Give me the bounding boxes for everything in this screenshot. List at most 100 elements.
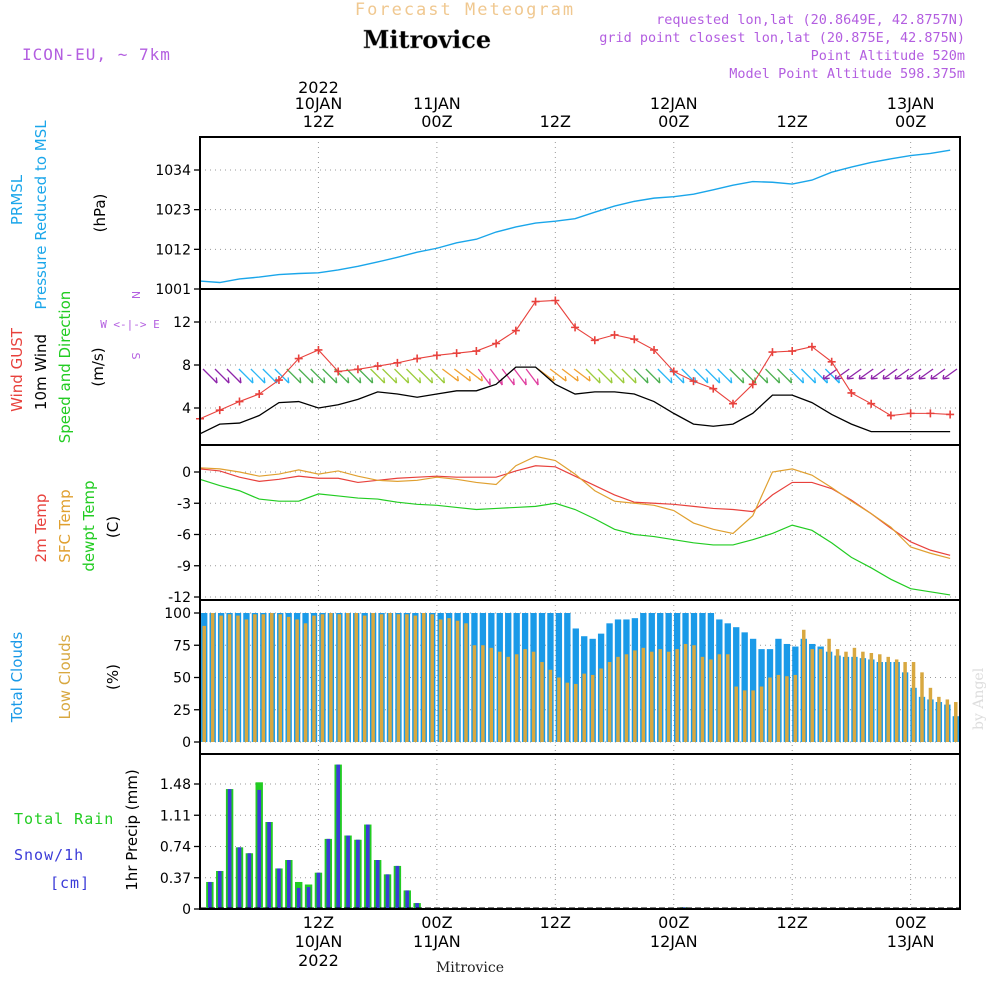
model-altitude: Model Point Altitude 598.375m [729,66,965,82]
temp-unit: (C) [104,516,122,538]
wind-barb-head [704,377,709,384]
y-tick-label: 0 [182,902,191,918]
temp-2m-label: 2m Temp [32,494,50,563]
wind-barb-head [549,376,555,382]
wind-barb [894,368,910,380]
snow-bar [415,903,419,909]
gust-marker [413,354,422,363]
low-cloud-bar [742,690,747,742]
gust-marker [511,326,520,335]
low-cloud-bar [869,652,874,742]
gust-marker [353,365,362,374]
low-cloud-bar [911,662,916,742]
low-cloud-bar [590,674,595,742]
low-cloud-bar [253,614,257,742]
low-cloud-bar [903,662,907,742]
snow-bar [286,860,291,909]
low-cloud-bar [717,654,722,742]
low-cloud-label: Low Clouds [56,634,74,719]
gust-marker [334,367,343,376]
bottom-axis-date: 11JAN [413,932,461,951]
low-cloud-bar [700,656,705,742]
bottom-axis-time: 12Z [540,913,571,932]
wind-barb-head [333,377,338,384]
low-cloud-bar [261,614,266,742]
low-cloud-bar [455,620,460,742]
low-cloud-bar [312,615,316,742]
low-cloud-bar [709,659,713,742]
panel-frame [199,136,961,290]
snow-bar [227,789,232,909]
snow-bar [405,890,410,909]
point-altitude: Point Altitude 520m [811,48,965,64]
y-tick-label: 12 [173,315,191,331]
low-cloud-bar [920,672,924,742]
wind-barb-head [894,374,902,380]
top-axis-time: 00Z [658,112,689,131]
low-cloud-bar [785,676,789,742]
total-cloud-bar [733,627,740,742]
compass-north: N [129,291,142,299]
wind-barb-head [478,376,483,382]
low-cloud-bar [734,686,738,742]
precip-unit: 1hr Precip (mm) [123,769,141,890]
bottom-axis-time: 00Z [895,913,926,932]
top-axis-date: 10JAN [295,94,343,113]
wind-barb-head [585,376,591,382]
wind-barb-head [870,374,878,380]
gust-marker [886,411,895,420]
snow-bar [316,872,321,909]
bottom-axis-date: 13JAN [887,932,935,951]
wind-barb-head [788,377,793,384]
snow-bar [296,887,301,909]
y-tick-label: 25 [173,703,191,719]
wind-barb-head [656,377,661,384]
y-tick-label: 1034 [155,163,191,179]
wind-barb-head [297,377,302,384]
wind-barb-head [620,377,625,384]
pressure-line [199,149,951,284]
low-cloud-bar [514,654,519,742]
gust-label: Wind GUST [8,327,26,412]
wind-barb-head [906,374,914,380]
low-cloud-bar [574,683,578,742]
low-cloud-bar [844,651,848,742]
snow-bar [217,870,222,909]
bottom-axis-date: 12JAN [650,932,698,951]
gust-marker [788,347,797,356]
temp-dewpt-label: dewpt Temp [80,480,98,571]
wind-barb [918,368,934,380]
wind-barb-head [728,377,733,384]
pressure-unit: (hPa) [91,194,109,233]
total-cloud-bar [564,613,571,742]
low-cloud-bar [894,659,899,742]
wind-barb-head [608,377,613,384]
top-axis-time: 12Z [777,112,808,131]
low-cloud-bar [270,613,274,742]
gust-marker [571,323,580,332]
gust-marker [393,358,402,367]
snow-bar [346,835,350,909]
wind-barb-head [822,374,830,380]
wind-barb-head [381,377,386,384]
gust-marker [946,410,955,419]
low-cloud-bar [852,647,857,742]
wind-barb-head [417,377,422,384]
y-tick-label: -6 [177,528,191,544]
low-cloud-bar [362,615,367,742]
low-cloud-bar [675,649,679,742]
wind-barb-head [561,376,567,382]
gust-marker [689,377,698,386]
wind-barb-head [740,377,745,384]
wind-barb-head [918,374,926,380]
low-cloud-bar [354,613,358,742]
low-cloud-bar [937,696,941,742]
wind-barb-head [309,377,314,384]
wind-barb-head [573,376,579,382]
wind-unit: (m/s) [89,347,107,386]
snow-unit: [cm] [50,874,90,892]
low-cloud-bar [303,623,308,742]
low-cloud-bar [624,654,629,742]
gust-marker [255,390,264,399]
y-tick-label: 1023 [155,203,191,219]
